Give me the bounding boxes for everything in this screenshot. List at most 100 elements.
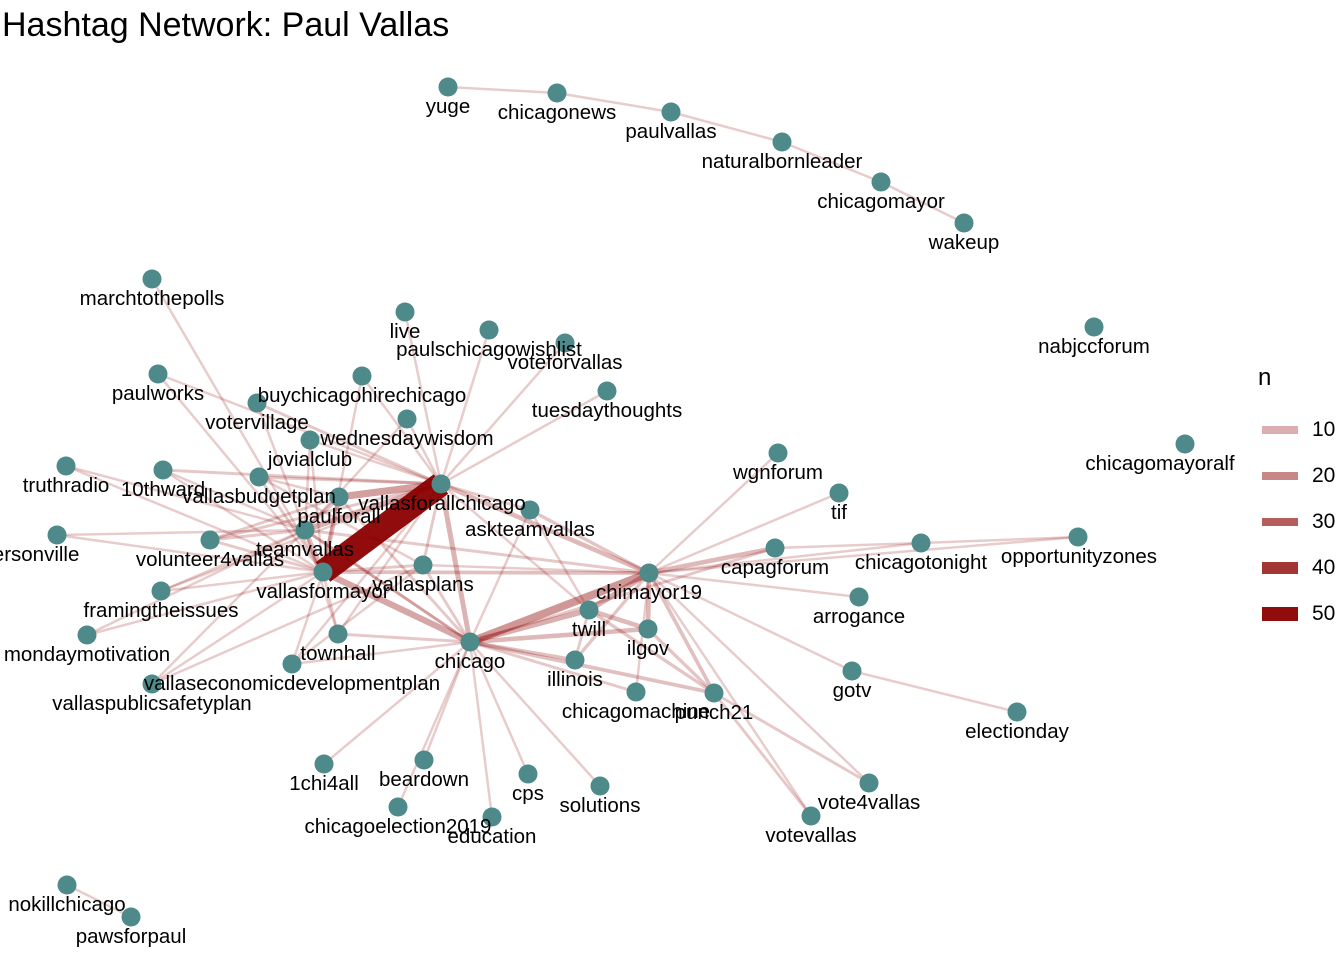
node-wakeup (954, 213, 974, 233)
edge-teamvallas-vallaspublicsafetyplan (151, 529, 306, 685)
edge-vallasformayor-10thward (162, 468, 324, 574)
edge-chimayor19-askteamvallas (529, 508, 650, 575)
node-label-teamvallas: teamvallas (256, 538, 354, 561)
node-cps (518, 764, 538, 784)
edge-vallasformayor-volunteer4vallas (209, 538, 324, 574)
edge-vallasforallchicago-jovialclub (309, 438, 442, 486)
node-jovialclub (300, 430, 320, 450)
edge-askteamvallas-twill (528, 509, 591, 611)
node-10thward (153, 460, 173, 480)
edge-vallasplans-vallaseconomicdevelopmentplan (291, 564, 424, 665)
node-punch21 (704, 683, 724, 703)
node-teamvallas (295, 520, 315, 540)
node-label-tuesdaythoughts: tuesdaythoughts (532, 399, 682, 422)
edge-vallasformayor-townhall (321, 571, 340, 635)
node-vallasformayor (313, 562, 333, 582)
edge-teamvallas-votervillage (255, 402, 307, 531)
edge-vallasforallchicago-vallasbudgetplan (258, 475, 442, 486)
edge-chimayor19-vote4vallas (648, 572, 870, 784)
edge-chimayor19-capagforum (648, 545, 776, 576)
node-label-tif: tif (831, 501, 847, 524)
node-label-naturalbornleader: naturalbornleader (702, 150, 863, 173)
node-truthradio (56, 456, 76, 476)
edge-vallasformayor-buychicagohirechicago (321, 375, 364, 573)
edge-vallasformayor-chicago (321, 569, 472, 645)
node-label-paulforall: paulforall (297, 505, 380, 528)
legend-key (1262, 562, 1298, 574)
edge-vallasforallchicago-wednesdaywisdom (405, 418, 443, 485)
edge-vallasforallchicago-live (403, 311, 443, 485)
node-label-votervillage: votervillage (205, 411, 309, 434)
node-label-voteforvallas: voteforvallas (507, 351, 622, 374)
edge-teamvallas-andersonville (56, 528, 306, 537)
edge-chicago-chicagomachine (469, 640, 637, 694)
node-1chi4all (314, 754, 334, 774)
edge-vallasformayor-marchtothepolls (150, 278, 325, 573)
node-label-twill: twill (572, 618, 606, 641)
edge-yuge-chicagonews (447, 85, 558, 95)
legend-key (1262, 426, 1298, 434)
node-label-paulworks: paulworks (112, 382, 204, 405)
edge-vallasformayor-truthradio (65, 464, 324, 574)
node-label-yuge: yuge (426, 95, 470, 118)
node-vallaseconomicdevelopmentplan (282, 654, 302, 674)
edge-chicago-twill (469, 607, 590, 645)
edge-chimayor19-wgnforum (648, 452, 779, 574)
legend-entry: 50 (1262, 594, 1344, 634)
legend-entry: 20 (1262, 456, 1344, 496)
node-buychicagohirechicago (352, 366, 372, 386)
node-vote4vallas (859, 773, 879, 793)
edge-vallasforallchicago-askteamvallas (440, 482, 531, 512)
edge-chicago-education (468, 641, 494, 818)
node-votervillage (247, 393, 267, 413)
edge-chimayor19-arrogance (648, 571, 860, 599)
node-label-askteamvallas: askteamvallas (465, 518, 595, 541)
edge-chicago-solutions (469, 641, 601, 787)
edge-vallasformayor-mondaymotivation (86, 570, 324, 637)
edge-vallasforallchicago-votervillage (256, 401, 442, 486)
edge-vallasforallchicago-volunteer4vallas (209, 482, 442, 542)
node-label-live: live (390, 320, 421, 343)
node-andersonville (47, 525, 67, 545)
legend-label: 10 (1312, 418, 1336, 441)
node-label-marchtothepolls: marchtothepolls (80, 287, 225, 310)
node-label-1chi4all: 1chi4all (289, 772, 359, 795)
edge-chicago-townhall (337, 632, 471, 644)
node-framingtheissues (151, 581, 171, 601)
node-opportunityzones (1068, 527, 1088, 547)
legend-label: 20 (1312, 464, 1336, 487)
node-vallasbudgetplan (249, 467, 269, 487)
node-paulforall (329, 487, 349, 507)
edge-teamvallas-framingtheissues (160, 528, 306, 593)
node-label-beardown: beardown (379, 768, 469, 791)
node-live (395, 302, 415, 322)
node-askteamvallas (520, 500, 540, 520)
node-townhall (328, 624, 348, 644)
edge-chimayor19-gotv (648, 571, 853, 673)
node-label-chicago: chicago (435, 650, 506, 673)
edge-paulforall-volunteer4vallas (209, 495, 340, 542)
edge-naturalbornleader-chicagomayor (781, 140, 882, 184)
node-label-pawsforpaul: pawsforpaul (76, 925, 187, 948)
edge-teamvallas-jovialclub (303, 439, 312, 531)
node-label-chicagonews: chicagonews (498, 101, 617, 124)
edge-capagforum-chicagotonight (774, 541, 922, 550)
node-chimayor19 (639, 563, 659, 583)
edge-nokillchicago-pawsforpaul (66, 883, 132, 919)
edge-teamvallas-wednesdaywisdom (304, 418, 408, 531)
edge-vallasformayor-vallaspublicsafetyplan (151, 570, 324, 686)
edge-vallasformayor-vallasbudgetplan (257, 476, 325, 573)
node-tif (829, 483, 849, 503)
node-arrogance (849, 587, 869, 607)
chart-title: Hashtag Network: Paul Vallas (2, 6, 450, 44)
edge-chicago-paulforall (337, 496, 472, 643)
edge-chicago-capagforum (469, 546, 776, 644)
edge-vallasplans-vallaspublicsafetyplan (151, 563, 424, 686)
node-label-cps: cps (512, 782, 544, 805)
edge-chimayor19-twill (587, 570, 651, 613)
node-gotv (842, 661, 862, 681)
node-ilgov (638, 619, 658, 639)
node-label-votevallas: votevallas (765, 824, 856, 847)
node-label-nokillchicago: nokillchicago (8, 893, 125, 916)
edge-punch21-votevallas (712, 692, 813, 817)
